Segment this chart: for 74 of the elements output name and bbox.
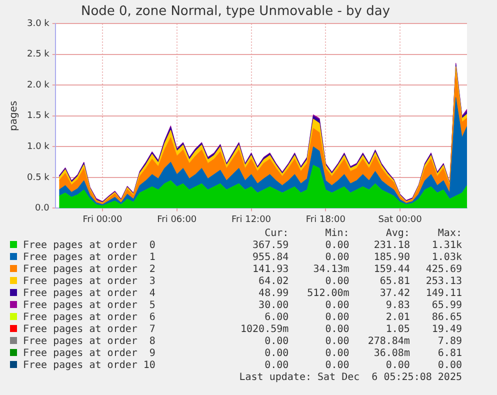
legend-label: Free pages at order 4 [22, 288, 156, 300]
text: 367.59 [252, 240, 289, 252]
legend-label: Free pages at order 7 [22, 324, 156, 336]
text: 65.81 [378, 276, 410, 288]
text: 19.49 [430, 324, 462, 336]
text: 65.99 [430, 300, 462, 312]
text: 512.00m [306, 288, 350, 300]
legend-label: Free pages at order 3 [22, 276, 156, 288]
text: 37.42 [378, 288, 410, 300]
text: 1.31k [430, 240, 462, 252]
text: 7.89 [436, 336, 462, 348]
y-tick-label: 2.0 k [26, 80, 50, 90]
text: Min: [324, 228, 350, 240]
text: Last update: Sat Dec 6 05:25:08 2025 [238, 372, 462, 384]
x-tick-label: Sat 00:00 [378, 214, 422, 225]
text: 253.13 [424, 276, 462, 288]
y-tick-label: 3.0 k [26, 18, 50, 29]
text: 0.00 [264, 336, 289, 348]
x-tick-label: Fri 12:00 [232, 214, 272, 225]
legend-label: Free pages at order 0 [22, 240, 156, 252]
text: 0.00 [324, 336, 350, 348]
text: 278.84m [366, 336, 410, 348]
text: 149.11 [424, 288, 462, 300]
text: 86.65 [430, 312, 462, 324]
legend-label: Free pages at order 10 [22, 360, 156, 372]
y-tick-label: 0.0 [35, 204, 50, 214]
text: 0.00 [264, 348, 289, 360]
text: 231.18 [372, 240, 410, 252]
text: 0.00 [324, 300, 350, 312]
y-tick-label: 1.5 k [26, 111, 50, 122]
text: 0.00 [324, 252, 350, 264]
text: 1020.59m [239, 324, 289, 336]
legend-label: Free pages at order 2 [22, 264, 156, 276]
text: 0.00 [264, 360, 289, 372]
text: 9.83 [384, 300, 410, 312]
text: 141.93 [252, 264, 289, 276]
text: 159.44 [372, 264, 410, 276]
text: 185.90 [372, 252, 410, 264]
legend-label: Free pages at order 1 [22, 252, 156, 264]
x-tick-label: Fri 18:00 [306, 214, 346, 225]
text: Cur: [264, 228, 289, 240]
y-tick-label: 2.5 k [26, 50, 50, 60]
chart-title: Node 0, zone Normal, type Unmovable - by day [80, 4, 390, 20]
text: 1.05 [384, 324, 410, 336]
text: 6.00 [264, 312, 289, 324]
x-tick-label: Fri 00:00 [82, 214, 123, 225]
text: 64.02 [258, 276, 289, 288]
text: 36.08m [372, 348, 410, 360]
text: 48.99 [258, 288, 289, 300]
text: 0.00 [324, 360, 350, 372]
text: 425.69 [424, 264, 462, 276]
legend-label: Free pages at order 6 [22, 312, 156, 324]
text: Avg: [384, 228, 410, 240]
text: 0.00 [384, 360, 410, 372]
y-tick-label: 0.5 k [26, 172, 50, 183]
text: 30.00 [258, 300, 289, 312]
text: 6.81 [436, 348, 462, 360]
legend-label: Free pages at order 5 [22, 300, 156, 312]
text: 2.01 [384, 312, 410, 324]
x-tick-label: Fri 06:00 [157, 214, 197, 225]
text: 955.84 [252, 252, 289, 264]
text: 0.00 [324, 276, 350, 288]
legend-label: Free pages at order 9 [22, 348, 156, 360]
text: 0.00 [324, 324, 350, 336]
text: 1.03k [430, 252, 462, 264]
text: 34.13m [312, 264, 350, 276]
text: Max: [436, 228, 462, 240]
text: 0.00 [324, 240, 350, 252]
text: 0.00 [324, 312, 350, 324]
text: 0.00 [436, 360, 462, 372]
y-tick-label: 1.0 k [26, 142, 50, 152]
legend-label: Free pages at order 8 [22, 336, 156, 348]
text: 0.00 [324, 348, 350, 360]
y-axis-title: pages [8, 100, 20, 131]
